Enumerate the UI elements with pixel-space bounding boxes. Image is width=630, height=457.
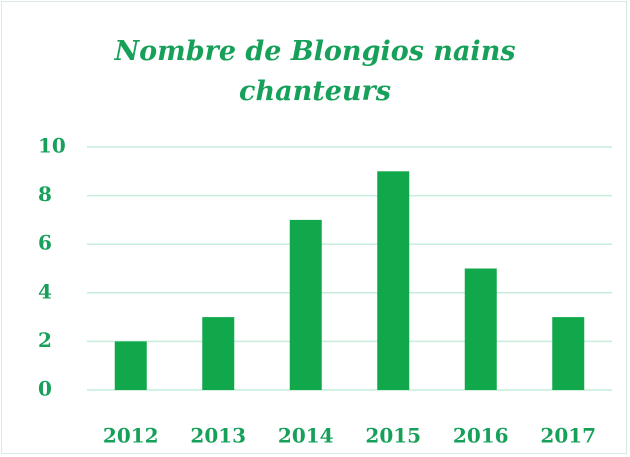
y-tick-label: 2 — [38, 328, 52, 352]
y-tick-label: 4 — [38, 279, 52, 303]
y-tick-label: 10 — [38, 134, 66, 158]
x-tick-label: 2013 — [190, 424, 246, 448]
x-tick-label: 2015 — [365, 424, 421, 448]
bar — [202, 317, 235, 390]
y-tick-label: 8 — [38, 182, 52, 206]
bar — [114, 341, 147, 390]
chart-title: Nombre de Blongios nains chanteurs — [114, 36, 516, 107]
bar — [464, 268, 497, 390]
bar — [377, 171, 410, 390]
bar — [289, 219, 322, 390]
y-tick-label: 6 — [38, 231, 52, 255]
y-tick-label: 0 — [38, 377, 52, 401]
x-tick-label: 2012 — [103, 424, 159, 448]
x-tick-label: 2014 — [278, 424, 334, 448]
bar — [552, 317, 585, 390]
x-tick-label: 2017 — [540, 424, 596, 448]
x-tick-label: 2016 — [453, 424, 509, 448]
